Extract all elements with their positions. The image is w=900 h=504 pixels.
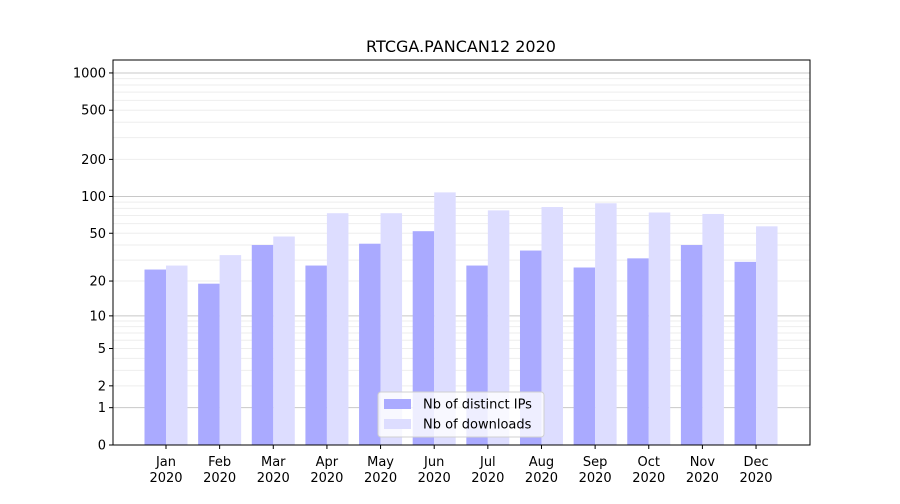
y-tick-label: 200 [81,153,106,168]
bar-downloads [541,207,563,445]
legend-swatch [384,419,411,429]
plot-frame [112,59,811,446]
bar-downloads [595,203,617,445]
bar-downloads [326,213,349,445]
y-tick-label: 20 [89,275,106,290]
legend-label: Nb of downloads [423,418,532,433]
y-tick-label: 2 [98,379,106,394]
legend-label: Nb of distinct IPs [423,398,532,413]
y-tick-label: 1000 [73,66,106,81]
bar-ips [573,267,596,445]
bar-ips [627,258,649,445]
x-tick-label: Dec 2020 [739,455,772,486]
x-tick-label: Sep 2020 [579,455,612,486]
bar-ips [734,261,757,445]
bar-downloads [434,192,456,445]
bar-downloads [702,213,724,445]
bar-ips [359,243,381,445]
x-tick-label: Mar 2020 [257,455,290,486]
x-tick-label: Jul 2020 [471,455,504,486]
bar-downloads [273,236,295,445]
x-tick-label: Jun 2020 [418,455,451,486]
legend-swatch [384,399,411,409]
legend-box [377,391,545,438]
bar-ips [144,269,166,445]
bar-downloads [380,213,403,445]
y-tick-label: 50 [89,227,106,242]
bar-downloads [487,210,510,445]
bar-ips [251,245,274,445]
chart-title: RTCGA.PANCAN12 2020 [366,37,556,56]
y-tick-label: 100 [81,190,106,205]
bar-ips [198,283,220,445]
x-tick-label: Nov 2020 [686,455,719,486]
x-tick-label: Apr 2020 [310,455,343,486]
x-tick-label: May 2020 [364,455,397,486]
bar-downloads [648,212,671,445]
x-tick-label: Aug 2020 [525,455,558,486]
x-tick-label: Oct 2020 [632,455,665,486]
y-tick-label: 10 [89,309,106,324]
bar-ips [305,265,327,445]
y-tick-label: 0 [98,439,106,454]
x-tick-label: Jan 2020 [149,455,182,486]
x-tick-label: Feb 2020 [203,455,236,486]
bar-downloads [166,265,188,445]
y-tick-label: 1 [98,401,106,416]
y-tick-label: 500 [81,104,106,119]
bar-downloads [219,255,242,445]
bar-ips [680,245,703,445]
y-tick-label: 5 [98,342,106,357]
bar-downloads [756,226,778,445]
legend: Nb of distinct IPs Nb of downloads [377,391,545,438]
